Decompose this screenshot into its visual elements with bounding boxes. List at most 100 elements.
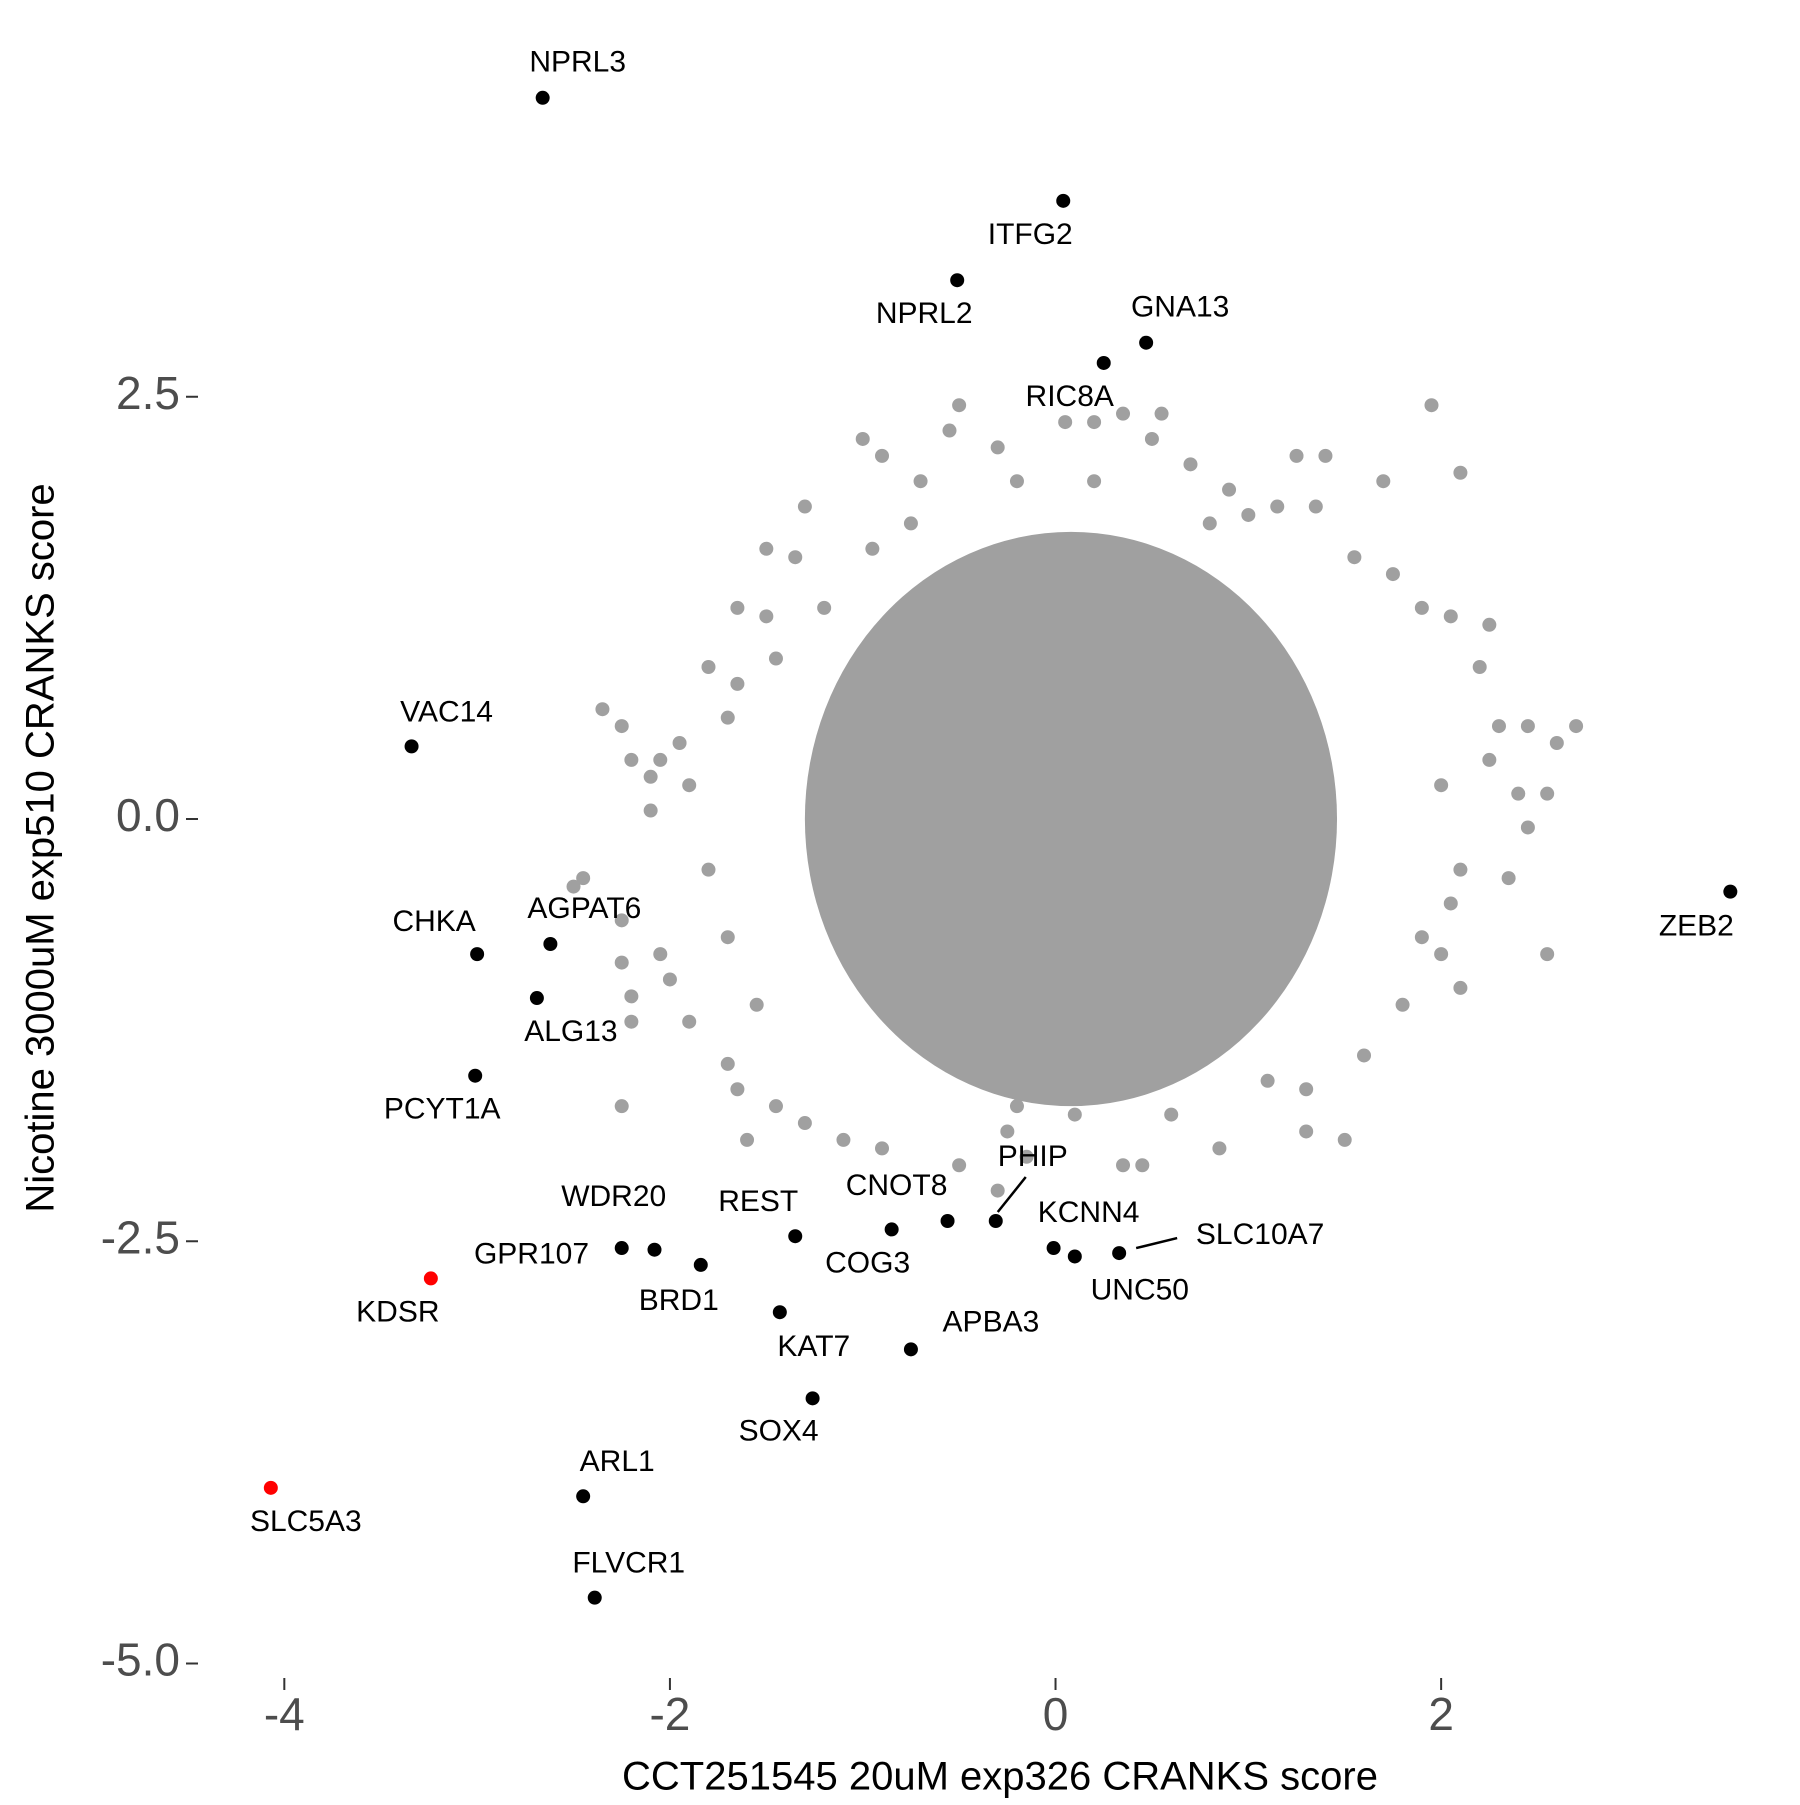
point-label: ZEB2 bbox=[1659, 910, 1734, 943]
point-label: NPRL3 bbox=[529, 46, 626, 79]
point bbox=[1019, 1149, 1034, 1164]
label-leader bbox=[1135, 1236, 1178, 1250]
point bbox=[1501, 871, 1516, 886]
point bbox=[1270, 499, 1285, 514]
point bbox=[952, 398, 967, 413]
point bbox=[759, 609, 774, 624]
point bbox=[1058, 415, 1073, 430]
point bbox=[1116, 1158, 1131, 1173]
point bbox=[1434, 947, 1449, 962]
point bbox=[653, 752, 668, 767]
point-label: WDR20 bbox=[561, 1180, 666, 1213]
point bbox=[1549, 736, 1564, 751]
point bbox=[543, 936, 558, 951]
point-label: KAT7 bbox=[777, 1330, 850, 1363]
point bbox=[1154, 406, 1169, 421]
point bbox=[1087, 474, 1102, 489]
point bbox=[1414, 600, 1429, 615]
point-label: GNA13 bbox=[1131, 291, 1229, 324]
point bbox=[701, 659, 716, 674]
point bbox=[797, 499, 812, 514]
point bbox=[730, 1082, 745, 1097]
point-label: REST bbox=[718, 1185, 798, 1218]
point bbox=[614, 719, 629, 734]
point bbox=[624, 752, 639, 767]
point bbox=[682, 1014, 697, 1029]
point bbox=[1308, 499, 1323, 514]
point bbox=[1347, 550, 1362, 565]
point bbox=[1491, 719, 1506, 734]
point-label: UNC50 bbox=[1091, 1273, 1189, 1306]
point bbox=[730, 600, 745, 615]
point-label: VAC14 bbox=[400, 695, 493, 728]
point-label: SLC5A3 bbox=[250, 1505, 362, 1538]
point bbox=[1139, 335, 1154, 350]
point bbox=[836, 1132, 851, 1147]
y-tick-label: -2.5 bbox=[101, 1211, 180, 1263]
point bbox=[865, 541, 880, 556]
point bbox=[1443, 896, 1458, 911]
point bbox=[1222, 482, 1237, 497]
point bbox=[1046, 1241, 1061, 1256]
point bbox=[643, 803, 658, 818]
point bbox=[988, 1213, 1003, 1228]
dense-cloud bbox=[804, 531, 1338, 1107]
point bbox=[1453, 862, 1468, 877]
point bbox=[1144, 431, 1159, 446]
point bbox=[614, 1099, 629, 1114]
point bbox=[903, 1342, 918, 1357]
point bbox=[1212, 1141, 1227, 1156]
point bbox=[662, 972, 677, 987]
point bbox=[468, 1068, 483, 1083]
point-label: BRD1 bbox=[639, 1284, 719, 1317]
point bbox=[1299, 1124, 1314, 1139]
point bbox=[768, 1099, 783, 1114]
point bbox=[759, 541, 774, 556]
point bbox=[875, 1141, 890, 1156]
point bbox=[1511, 786, 1526, 801]
point bbox=[1096, 355, 1111, 370]
point bbox=[624, 1014, 639, 1029]
point bbox=[1453, 980, 1468, 995]
point-label: PHIP bbox=[998, 1140, 1068, 1173]
point bbox=[903, 516, 918, 531]
point bbox=[788, 1229, 803, 1244]
point bbox=[913, 474, 928, 489]
x-tick-label: -2 bbox=[649, 1688, 690, 1740]
point bbox=[1376, 474, 1391, 489]
point bbox=[1067, 1249, 1082, 1264]
point bbox=[576, 871, 591, 886]
point bbox=[614, 913, 629, 928]
point-label: NPRL2 bbox=[876, 297, 973, 330]
point bbox=[855, 431, 870, 446]
point bbox=[566, 879, 581, 894]
point-label: APBA3 bbox=[943, 1305, 1040, 1338]
point bbox=[1520, 719, 1535, 734]
point bbox=[1337, 1132, 1352, 1147]
x-tick-label: 0 bbox=[1043, 1688, 1069, 1740]
point bbox=[720, 1056, 735, 1071]
point-label: GPR107 bbox=[474, 1238, 589, 1271]
point bbox=[1299, 1082, 1314, 1097]
point bbox=[535, 90, 550, 105]
point bbox=[772, 1305, 787, 1320]
label-leader bbox=[996, 1176, 1027, 1213]
point-label: ALG13 bbox=[524, 1015, 617, 1048]
point bbox=[749, 997, 764, 1012]
point bbox=[1395, 997, 1410, 1012]
point-label: CHKA bbox=[392, 905, 475, 938]
y-axis-title: Nicotine 3000uM exp510 CRANKS score bbox=[19, 483, 63, 1212]
point bbox=[1289, 448, 1304, 463]
point bbox=[1009, 1099, 1024, 1114]
point-label: CNOT8 bbox=[846, 1169, 948, 1202]
point bbox=[1482, 617, 1497, 632]
point bbox=[1569, 719, 1584, 734]
point bbox=[817, 600, 832, 615]
point bbox=[404, 739, 419, 754]
point bbox=[720, 930, 735, 945]
y-tick-label: 2.5 bbox=[116, 367, 180, 419]
point bbox=[1414, 930, 1429, 945]
point bbox=[263, 1480, 278, 1495]
point bbox=[805, 1391, 820, 1406]
